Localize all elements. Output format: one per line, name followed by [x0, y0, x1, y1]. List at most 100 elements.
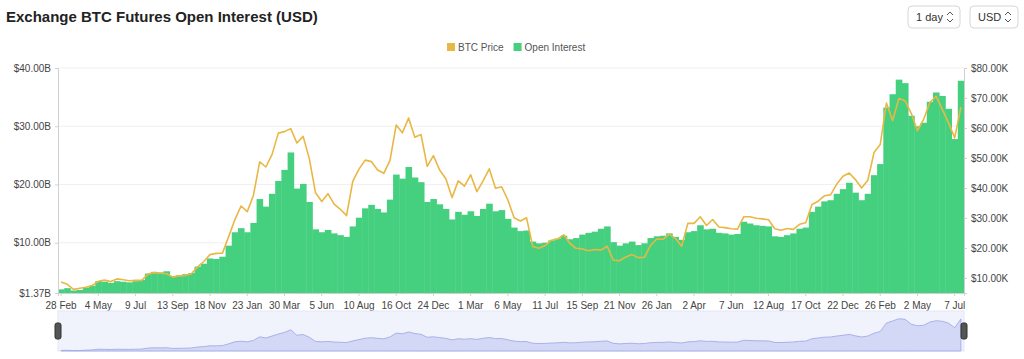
bar: [585, 233, 592, 293]
bar: [387, 200, 394, 293]
bar: [908, 116, 915, 293]
tick-label: 2 Apr: [682, 300, 706, 311]
bar: [536, 243, 543, 293]
bar: [530, 242, 537, 293]
bar: [672, 237, 679, 293]
bar: [77, 290, 84, 293]
tick-label: $30.00K: [971, 213, 1009, 224]
tick-label: 7 Jun: [719, 300, 743, 311]
axis-line: [965, 69, 968, 294]
button-frame[interactable]: [908, 6, 960, 28]
bar: [275, 181, 282, 293]
tick: 10 Aug: [343, 293, 374, 311]
tick: 30 Mar: [269, 293, 301, 311]
button-frame[interactable]: [970, 6, 1018, 28]
bar: [865, 194, 872, 293]
tick-mark: [55, 293, 58, 294]
tick-label: 16 Oct: [381, 300, 411, 311]
tick-mark: [210, 293, 211, 296]
tick-mark: [247, 293, 248, 296]
tick-mark: [55, 184, 58, 185]
bar: [70, 290, 77, 293]
tick-label: $10.00K: [971, 273, 1009, 284]
tick-mark: [964, 218, 967, 219]
bar: [579, 235, 586, 293]
tick: 12 Aug: [753, 293, 784, 311]
bar: [424, 202, 431, 293]
tick: 21 Nov: [604, 293, 636, 311]
legend-swatch: [514, 43, 522, 51]
navigator-handle[interactable]: [55, 323, 61, 339]
tick: 7 Jun: [719, 293, 743, 311]
navigator[interactable]: [55, 311, 967, 351]
tick-label: 13 Sep: [157, 300, 189, 311]
tick-label: 21 Nov: [604, 300, 636, 311]
tick: $80.00K: [964, 63, 1009, 74]
bar: [883, 108, 890, 293]
bar: [201, 264, 208, 293]
bar: [294, 189, 301, 293]
tick-mark: [768, 293, 769, 296]
tick: 28 Feb: [46, 293, 78, 311]
bar: [554, 239, 561, 293]
dropdown-button[interactable]: 1 day: [908, 6, 960, 28]
bar: [437, 204, 444, 293]
bar: [455, 212, 462, 293]
bar: [914, 126, 921, 293]
bar: [660, 236, 667, 293]
bar: [834, 194, 841, 293]
bar: [722, 233, 729, 293]
tick-label: $20.00B: [14, 179, 52, 190]
button-chevron[interactable]: [947, 12, 953, 22]
button-label[interactable]: USD: [978, 11, 1001, 23]
tick-mark: [55, 126, 58, 127]
bar: [523, 231, 530, 293]
bar: [443, 209, 450, 293]
bar: [257, 199, 264, 293]
tick: $20.00B: [14, 179, 58, 190]
bar: [337, 235, 344, 293]
bar: [561, 236, 568, 293]
bar: [747, 224, 754, 293]
button-label[interactable]: 1 day: [916, 11, 943, 23]
tick: 6 May: [494, 293, 521, 311]
grid-line: [58, 126, 964, 127]
tick-mark: [917, 293, 918, 296]
tick-label: $60.00K: [971, 123, 1009, 134]
bar: [877, 164, 884, 293]
tick-mark: [55, 68, 58, 69]
bar: [306, 202, 313, 293]
tick: $30.00K: [964, 213, 1009, 224]
tick-mark: [694, 293, 695, 296]
bar: [604, 226, 611, 293]
grid-line: [58, 184, 964, 185]
navigator-handle[interactable]: [961, 323, 967, 339]
tick-mark: [507, 293, 508, 296]
tick-mark: [964, 158, 967, 159]
bar: [350, 226, 357, 293]
tick-mark: [545, 293, 546, 296]
bar: [244, 232, 251, 293]
tick: 16 Oct: [381, 293, 411, 311]
bar: [827, 200, 834, 293]
bar: [288, 152, 295, 293]
bar-series: [58, 80, 964, 293]
dropdown-button[interactable]: USD: [970, 6, 1018, 28]
bar: [821, 201, 828, 293]
tick-mark: [619, 293, 620, 296]
bar: [859, 200, 866, 293]
tick-label: 2 May: [904, 300, 931, 311]
button-chevron[interactable]: [1005, 12, 1011, 22]
tick: $10.00B: [14, 237, 58, 248]
navigator-frame[interactable]: [58, 311, 964, 351]
tick-label: 11 Jul: [532, 300, 558, 311]
tick-label: 1 Mar: [458, 300, 484, 311]
bar: [461, 215, 468, 293]
tick-label: 9 Jul: [125, 300, 146, 311]
tick-mark: [582, 293, 583, 296]
tick-label: 18 Nov: [194, 300, 226, 311]
bar: [219, 257, 226, 293]
bar: [176, 275, 183, 293]
bar: [250, 223, 257, 293]
tick-label: 23 Jan: [232, 300, 262, 311]
